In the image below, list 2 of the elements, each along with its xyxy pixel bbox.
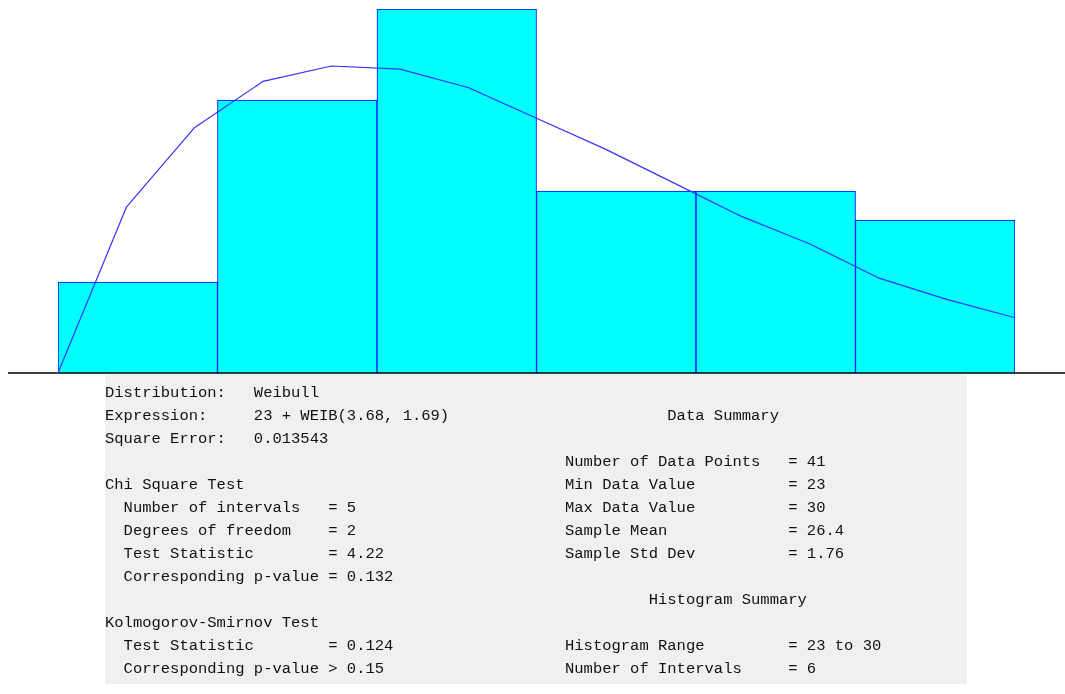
text: Data Summary Number of Data Points = 41 Min Data Value = 23 Max Data Value = 30 Sample Mean = 26.4 Sample Std Dev = 1.76 Histogram Summary Histogram Range = 23 to 30 Number of Intervals = 6	[565, 407, 882, 678]
text: Distribution: Weibull Expression: 23 + WEIB(3.68, 1.69) Square Error: 0.013543 Chi Square Test Number of intervals = 5 Degrees of freedom = 2 Test Statistic = 4.22 Corresponding p-value = 0.132 Kolmogorov-Smirnov Test Test Statistic = 0.124 Corresponding p-value > 0.15	[105, 384, 450, 678]
